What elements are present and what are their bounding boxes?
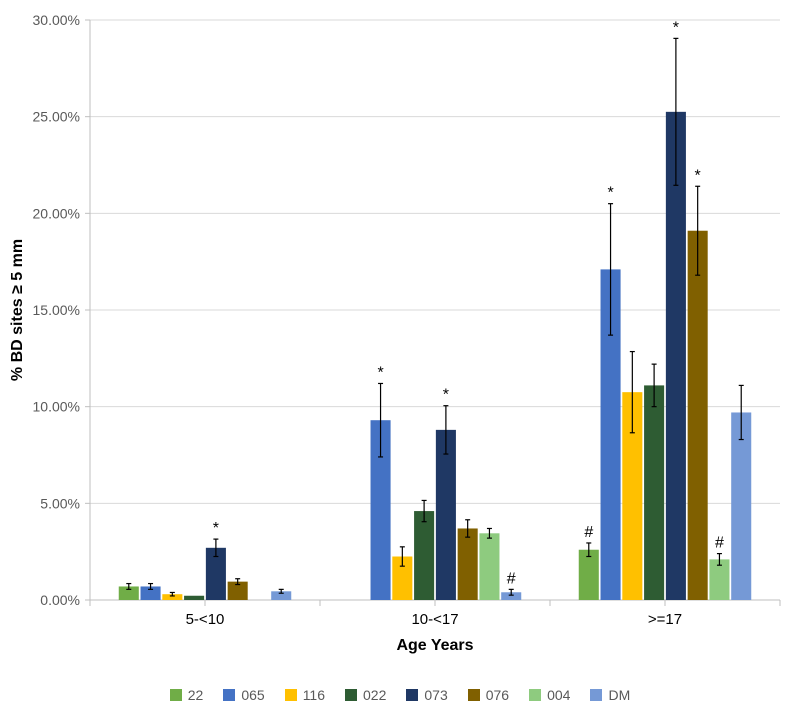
x-axis-title: Age Years <box>396 637 473 654</box>
legend-item: 076 <box>468 687 509 703</box>
bar <box>688 231 708 600</box>
y-tick-label: 15.00% <box>33 302 80 318</box>
y-tick-label: 30.00% <box>33 12 80 28</box>
bar <box>184 596 204 600</box>
grouped-bar-chart: 0.00% 5.00% 10.00% 15.00% 20.00% 25.00% 30.00%… <box>0 0 800 655</box>
bar-annotation: * <box>607 185 613 202</box>
bar <box>436 430 456 600</box>
legend-swatch <box>285 689 297 701</box>
x-tick-label: >=17 <box>648 611 682 628</box>
legend-label: 073 <box>424 687 447 703</box>
bar-annotation: * <box>213 520 219 537</box>
bar-annotation: * <box>695 167 701 184</box>
x-tick-label: 5-<10 <box>186 611 225 628</box>
legend-swatch <box>590 689 602 701</box>
bar <box>458 528 478 600</box>
y-tick-label: 25.00% <box>33 109 80 125</box>
y-tick-label: 20.00% <box>33 205 80 221</box>
legend-swatch <box>529 689 541 701</box>
y-tick-label: 0.00% <box>40 592 80 608</box>
legend-swatch <box>406 689 418 701</box>
legend-label: 076 <box>486 687 509 703</box>
x-tick-label: 10-<17 <box>411 611 458 628</box>
bar-annotation: # <box>584 524 593 541</box>
legend-label: DM <box>608 687 630 703</box>
legend-item: 004 <box>529 687 570 703</box>
bar-annotation: * <box>673 19 679 36</box>
legend-item: 22 <box>170 687 204 703</box>
bar <box>731 412 751 600</box>
bar <box>579 550 599 600</box>
bar-annotation: * <box>377 364 383 381</box>
legend-item: DM <box>590 687 630 703</box>
chart-container: 0.00% 5.00% 10.00% 15.00% 20.00% 25.00% 30.00%… <box>0 0 800 715</box>
legend-swatch <box>170 689 182 701</box>
legend-swatch <box>223 689 235 701</box>
y-tick-label: 10.00% <box>33 399 80 415</box>
bar-annotation: # <box>507 570 516 587</box>
bar-annotation: # <box>715 535 724 552</box>
y-axis-title: % BD sites ≥ 5 mm <box>9 239 26 381</box>
legend-item: 116 <box>285 687 325 703</box>
bar <box>414 511 434 600</box>
legend-swatch <box>345 689 357 701</box>
legend-item: 022 <box>345 687 386 703</box>
legend-label: 022 <box>363 687 386 703</box>
bar-annotation: * <box>443 387 449 404</box>
legend-label: 116 <box>303 687 325 703</box>
legend-label: 065 <box>241 687 264 703</box>
legend-item: 073 <box>406 687 447 703</box>
bar <box>479 533 499 600</box>
y-tick-label: 5.00% <box>40 495 80 511</box>
legend-label: 22 <box>188 687 204 703</box>
legend: 22 065 116 022 073 076 004 DM <box>0 683 800 707</box>
legend-item: 065 <box>223 687 264 703</box>
bar <box>644 385 664 600</box>
legend-label: 004 <box>547 687 570 703</box>
legend-swatch <box>468 689 480 701</box>
